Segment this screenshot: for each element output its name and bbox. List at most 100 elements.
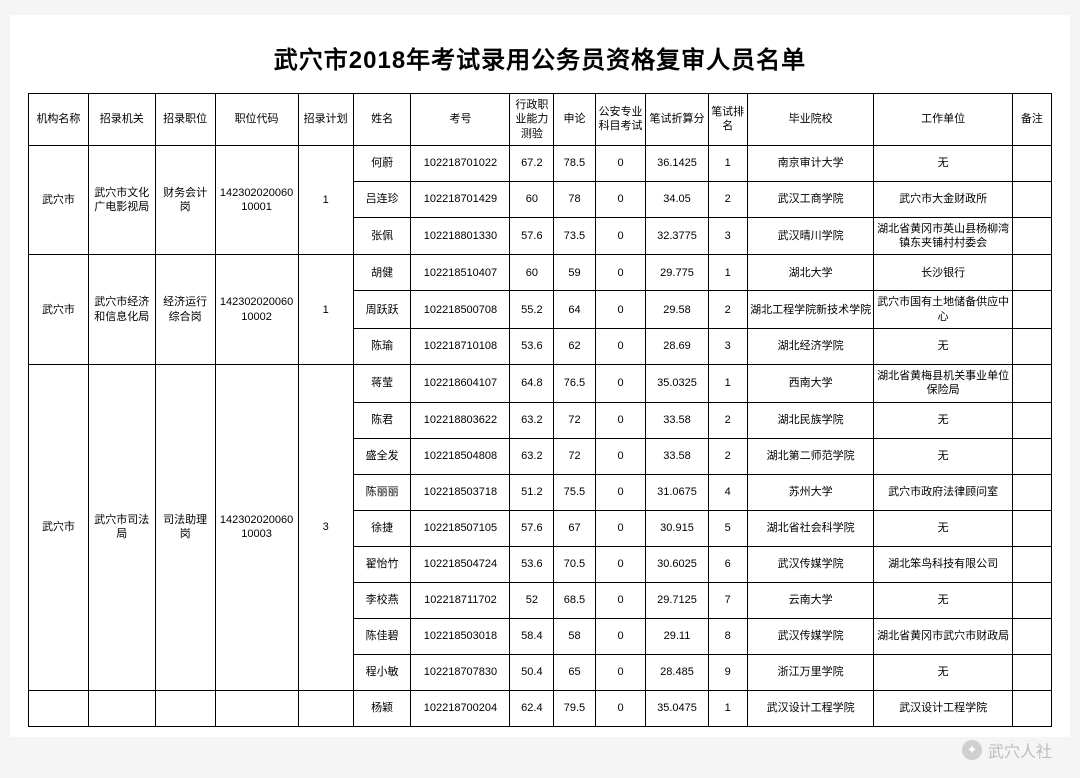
cell: 0 [595, 654, 646, 690]
cell: 1 [708, 365, 747, 403]
cell: 湖北省黄冈市武穴市财政局 [874, 618, 1012, 654]
cell: 1 [298, 145, 353, 255]
cell: 无 [874, 654, 1012, 690]
cell: 14230202006010001 [215, 145, 298, 255]
cell: 0 [595, 181, 646, 217]
cell: 33.58 [646, 438, 708, 474]
cell: 程小敏 [353, 654, 411, 690]
cell: 102218510407 [411, 255, 510, 291]
cell: 0 [595, 255, 646, 291]
cell: 陈丽丽 [353, 474, 411, 510]
cell: 徐捷 [353, 510, 411, 546]
cell: 西南大学 [747, 365, 874, 403]
cell: 102218801330 [411, 217, 510, 255]
cell: 湖北省黄冈市英山县杨柳湾镇东夹铺村村委会 [874, 217, 1012, 255]
cell: 53.6 [510, 546, 554, 582]
cell: 0 [595, 618, 646, 654]
cell: 武汉传媒学院 [747, 618, 874, 654]
cell: 无 [874, 510, 1012, 546]
cell: 29.775 [646, 255, 708, 291]
cell: 武穴市国有土地储备供应中心 [874, 291, 1012, 329]
cell: 湖北民族学院 [747, 402, 874, 438]
cell [1012, 510, 1051, 546]
cell: 35.0325 [646, 365, 708, 403]
cell: 0 [595, 474, 646, 510]
cell [1012, 690, 1051, 726]
table-row: 武穴市武穴市经济和信息化局经济运行综合岗142302020060100021胡健… [29, 255, 1052, 291]
cell: 102218500708 [411, 291, 510, 329]
cell: 102218504724 [411, 546, 510, 582]
cell: 60 [510, 255, 554, 291]
cell [1012, 546, 1051, 582]
cell: 102218507105 [411, 510, 510, 546]
col-agency: 招录机关 [88, 94, 155, 146]
watermark: ✦ 武穴人社 [962, 738, 1052, 762]
cell: 湖北第二师范学院 [747, 438, 874, 474]
cell: 长沙银行 [874, 255, 1012, 291]
document-page: 武穴市2018年考试录用公务员资格复审人员名单 机构名称 招录机关 招录职位 职… [10, 15, 1070, 737]
cell: 28.69 [646, 329, 708, 365]
cell: 63.2 [510, 402, 554, 438]
col-work: 工作单位 [874, 94, 1012, 146]
cell [1012, 145, 1051, 181]
cell: 70.5 [554, 546, 595, 582]
cell: 35.0475 [646, 690, 708, 726]
cell: 武穴市 [29, 255, 89, 365]
cell: 30.6025 [646, 546, 708, 582]
cell: 司法助理岗 [155, 365, 215, 691]
cell: 蒋莹 [353, 365, 411, 403]
cell: 陈君 [353, 402, 411, 438]
cell: 武穴市经济和信息化局 [88, 255, 155, 365]
cell: 1 [708, 255, 747, 291]
cell: 李校燕 [353, 582, 411, 618]
cell: 102218701022 [411, 145, 510, 181]
cell [1012, 582, 1051, 618]
cell: 7 [708, 582, 747, 618]
cell: 财务会计岗 [155, 145, 215, 255]
cell: 湖北大学 [747, 255, 874, 291]
cell: 湖北笨鸟科技有限公司 [874, 546, 1012, 582]
cell: 14230202006010003 [215, 365, 298, 691]
cell: 29.7125 [646, 582, 708, 618]
cell: 翟怡竹 [353, 546, 411, 582]
cell: 102218604107 [411, 365, 510, 403]
table-row: 武穴市武穴市文化广电影视局财务会计岗142302020060100011何蔚10… [29, 145, 1052, 181]
cell: 55.2 [510, 291, 554, 329]
table-row: 杨颖10221870020462.479.5035.04751武汉设计工程学院武… [29, 690, 1052, 726]
cell: 102218504808 [411, 438, 510, 474]
cell: 50.4 [510, 654, 554, 690]
table-row: 武穴市武穴市司法局司法助理岗142302020060100033蒋莹102218… [29, 365, 1052, 403]
cell: 51.2 [510, 474, 554, 510]
cell: 0 [595, 438, 646, 474]
cell: 9 [708, 654, 747, 690]
cell: 33.58 [646, 402, 708, 438]
cell: 0 [595, 291, 646, 329]
cell [1012, 329, 1051, 365]
cell: 102218503018 [411, 618, 510, 654]
col-essay: 申论 [554, 94, 595, 146]
cell: 72 [554, 402, 595, 438]
cell: 32.3775 [646, 217, 708, 255]
cell: 苏州大学 [747, 474, 874, 510]
cell: 武穴市 [29, 365, 89, 691]
cell: 14230202006010002 [215, 255, 298, 365]
cell: 34.05 [646, 181, 708, 217]
cell: 30.915 [646, 510, 708, 546]
cell: 57.6 [510, 510, 554, 546]
cell: 1 [708, 145, 747, 181]
col-school: 毕业院校 [747, 94, 874, 146]
cell: 浙江万里学院 [747, 654, 874, 690]
col-police: 公安专业科目考试 [595, 94, 646, 146]
cell [1012, 291, 1051, 329]
cell: 湖北省社会科学院 [747, 510, 874, 546]
cell: 67 [554, 510, 595, 546]
cell: 经济运行综合岗 [155, 255, 215, 365]
cell: 何蔚 [353, 145, 411, 181]
cell: 0 [595, 546, 646, 582]
cell: 59 [554, 255, 595, 291]
col-position: 招录职位 [155, 94, 215, 146]
cell: 无 [874, 329, 1012, 365]
cell: 陈瑜 [353, 329, 411, 365]
cell: 武穴市司法局 [88, 365, 155, 691]
cell [1012, 217, 1051, 255]
